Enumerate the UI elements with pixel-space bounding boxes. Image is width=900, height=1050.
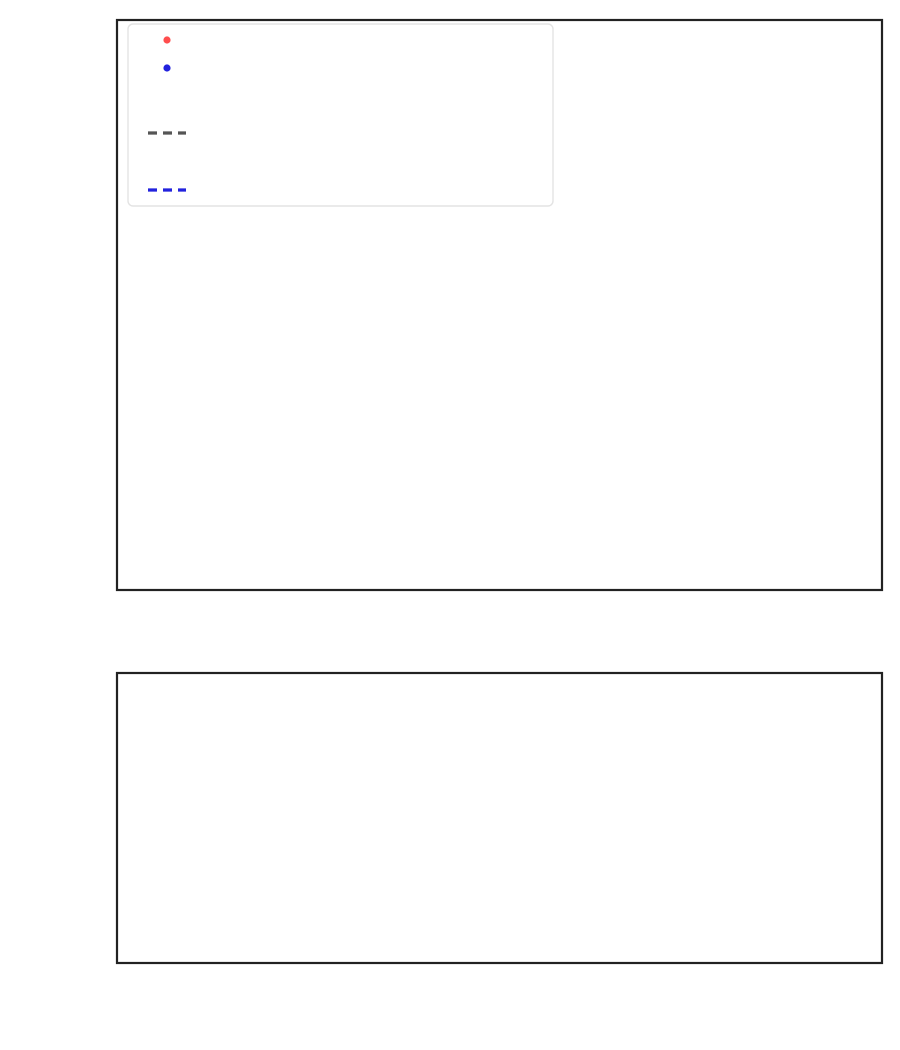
axes-fit-residuals bbox=[115, 671, 884, 965]
bottom-axes-frame bbox=[115, 671, 884, 965]
legend-background bbox=[127, 23, 554, 207]
legend-marker-corrected-dot-icon bbox=[163, 64, 171, 72]
legend bbox=[127, 23, 554, 207]
legend-marker-raw-dot-icon bbox=[163, 36, 171, 44]
top-axes-frame bbox=[115, 18, 884, 592]
axes-magnitude-calibration bbox=[115, 18, 884, 592]
